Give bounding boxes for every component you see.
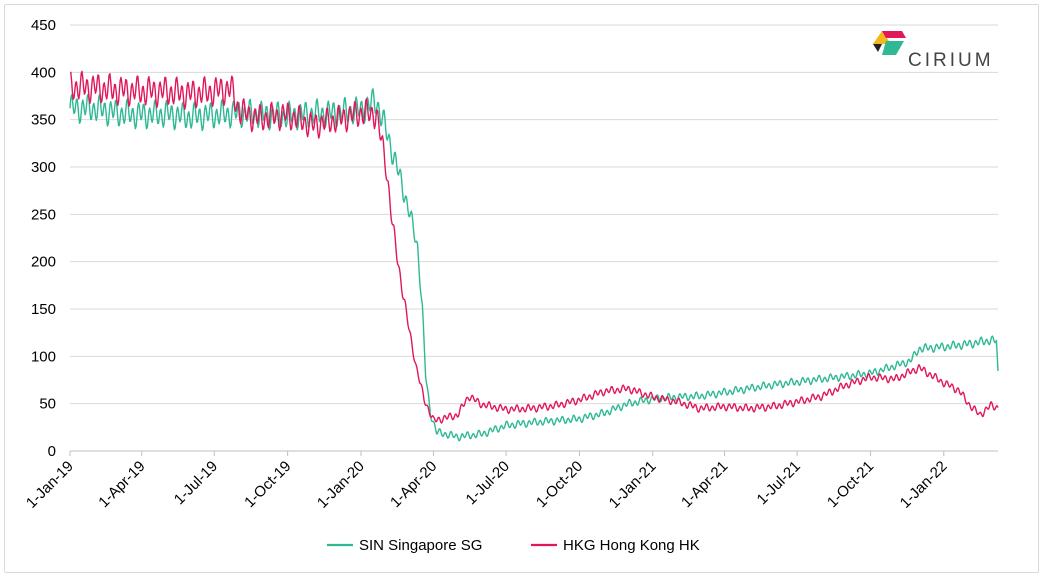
x-tick-label: 1-Apr-20 <box>387 458 440 511</box>
y-tick-label: 250 <box>31 206 56 223</box>
y-tick-label: 50 <box>39 396 56 413</box>
x-tick-label: 1-Jan-21 <box>606 458 660 512</box>
series-line-hkg <box>70 70 999 424</box>
y-tick-label: 100 <box>31 348 56 365</box>
x-tick-label: 1-Oct-20 <box>533 458 586 511</box>
logo-text: CIRIUM <box>908 50 994 71</box>
y-tick-label: 200 <box>31 254 56 271</box>
x-tick-label: 1-Jul-19 <box>171 458 221 508</box>
x-tick-label: 1-Apr-19 <box>95 458 148 511</box>
x-tick-label: 1-Oct-21 <box>824 458 877 511</box>
x-tick-label: 1-Jul-21 <box>754 458 804 508</box>
y-tick-label: 350 <box>31 112 56 129</box>
x-tick-label: 1-Jan-19 <box>23 458 77 512</box>
y-tick-label: 400 <box>31 64 56 81</box>
x-axis-ticks: 1-Jan-19 1-Apr-19 1-Jul-19 1-Oct-19 1-Jan-20… <box>23 451 951 512</box>
y-tick-label: 150 <box>31 301 56 318</box>
x-tick-label: 1-Oct-19 <box>241 458 294 511</box>
cirium-logo: CIRIUM <box>873 31 994 71</box>
series-line-sin <box>69 88 999 442</box>
chart-frame <box>4 4 1039 573</box>
x-tick-label: 1-Jan-22 <box>897 458 951 512</box>
series-lines <box>69 70 999 442</box>
y-axis-ticks: 0 50 100 150 200 250 300 350 400 450 <box>31 17 56 460</box>
y-tick-label: 450 <box>31 17 56 34</box>
y-tick-label: 0 <box>48 443 56 460</box>
legend-label-sin: SIN Singapore SG <box>359 537 482 554</box>
y-tick-label: 300 <box>31 159 56 176</box>
cirium-logo-mark-icon <box>873 31 906 55</box>
x-tick-label: 1-Apr-21 <box>678 458 731 511</box>
x-tick-label: 1-Jan-20 <box>314 458 368 512</box>
legend-label-hkg: HKG Hong Kong HK <box>563 537 700 554</box>
legend: SIN Singapore SG HKG Hong Kong HK <box>327 537 700 554</box>
gridlines <box>70 24 998 452</box>
x-tick-label: 1-Jul-20 <box>463 458 513 508</box>
